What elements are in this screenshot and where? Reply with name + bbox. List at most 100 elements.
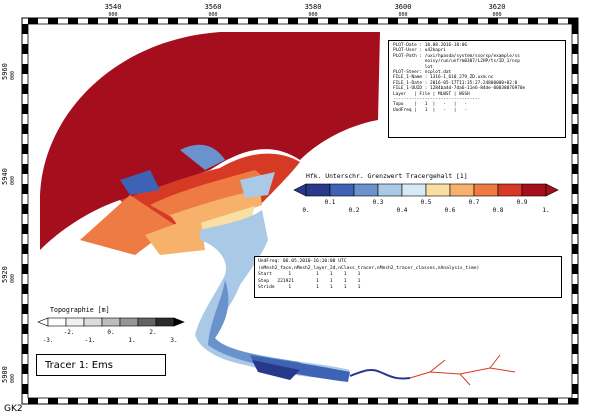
frame-check [572,104,578,114]
frame-check [228,18,238,24]
frame-check [308,398,318,404]
frame-check [208,398,218,404]
frame-check [328,18,338,24]
time-info-line: Start 1 1 1 1 1 [258,272,361,278]
plot-info-line: PLOT-Path : /uxi/hpasda/system/ssorsp/ex… [393,53,520,59]
frame-check [22,384,28,394]
frame-check [548,18,558,24]
time-info-line: (nMesh2_face,nMesh2_layer_2d,nClass_trac… [258,265,480,271]
frame-check [248,18,258,24]
frame-check [528,398,538,404]
time-info-line: Step 221921 1 1 1 1 [258,278,361,284]
frame-check [488,18,498,24]
colorbar-cell [473,183,499,197]
colorbar-tick-label: 0.2 [349,207,360,214]
frame-check [28,18,38,24]
colorbar-tick-label: 0.9 [517,199,528,206]
frame-check [148,398,158,404]
colorbar-cell [425,183,451,197]
frame-check [328,398,338,404]
colorbar-cell [377,183,403,197]
frame-check [368,398,378,404]
frame-check [22,84,28,94]
frame-check [88,18,98,24]
frame-check [572,44,578,54]
frame-check [248,398,258,404]
frame-check [408,18,418,24]
colorbar-cell [449,183,475,197]
topo-cell [101,317,121,327]
plot-info-line: PLOT-User : u42kapri [393,48,446,54]
plot-info-line: PLOT-Date : 18.08.2016-10:06 [393,43,468,48]
frame-check [22,224,28,234]
frame-check [108,398,118,404]
frame-check [22,324,28,334]
frame-check [268,18,278,24]
frame-check [268,398,278,404]
plot-info-line: FILE_1-UUID : 1284ba4d-7da6-11e6-84de-00… [393,86,526,92]
frame-check [468,398,478,404]
topo-tick-label: 2. [149,329,156,336]
frame-check [48,18,58,24]
frame-check [22,104,28,114]
frame-check [572,164,578,174]
grid-label-left-1: 5960 000 [1,63,16,80]
colorbar-tick-label: 0.3 [373,199,384,206]
frame-check [568,398,578,404]
frame-check [208,18,218,24]
topo-arrow-high [173,317,185,327]
colorbar-tick-label: 0.7 [469,199,480,206]
frame-check [368,18,378,24]
frame-check [22,164,28,174]
topo-cell [47,317,67,327]
frame-check [22,144,28,154]
plot-info-line: UndFreq | 1 | - | - [393,107,468,113]
topo-cell [83,317,103,327]
topo-legend-title: Topographie [m] [50,306,110,314]
frame-check [408,398,418,404]
grid-label-top-3: 3580 000 [304,3,322,19]
colorbar-tick-label: 0. [302,207,309,214]
frame-check [572,124,578,134]
colorbar-cell [521,183,547,197]
topo-tick-label: 0. [107,329,114,336]
plot-info-line: noisy/run/unfrm0307/L2HP/ts/ID_1/nsp [393,59,520,65]
colorbar-cell [305,183,331,197]
frame-check [528,18,538,24]
time-info-line: Stride 1 1 1 1 1 [258,285,361,291]
frame-check [168,18,178,24]
frame-check [548,398,558,404]
frame-check [68,398,78,404]
river [349,368,411,380]
colorbar-tick-label: 0.5 [421,199,432,206]
frame-check [22,24,28,34]
colorbar-cell [497,183,523,197]
frame-check [572,64,578,74]
frame-check [388,18,398,24]
frame-tick-marks [22,18,578,404]
topo-tick-label: -1. [85,337,96,344]
frame-check [22,264,28,274]
frame-check [568,18,578,24]
time-info-box: UndFreq: 06.05.2010-16:10:00 UTC (nMesh2_… [254,256,562,298]
plot-info-line: Topo | 1 | - | - [393,102,468,108]
frame-check [22,244,28,254]
frame-check [572,324,578,334]
frame-check [572,84,578,94]
grid-label-top-5: 3620 000 [488,3,506,19]
frame-check [108,18,118,24]
frame-check [428,398,438,404]
frame-check [468,18,478,24]
tracer-label-box: Tracer 1: Ems [36,354,166,376]
frame-check [22,204,28,214]
topo-cell [65,317,85,327]
topo-cell [137,317,157,327]
plot-info-line: PLOT-Steer: ncplot.dat [393,70,452,76]
frame-check [572,284,578,294]
plot-info-line: Layer | File | MLWST | WSSH [393,91,470,97]
frame-check [508,18,518,24]
frame-check [572,144,578,154]
topo-tick-label: 1. [128,337,135,344]
topo-tick-label: -2. [64,329,75,336]
